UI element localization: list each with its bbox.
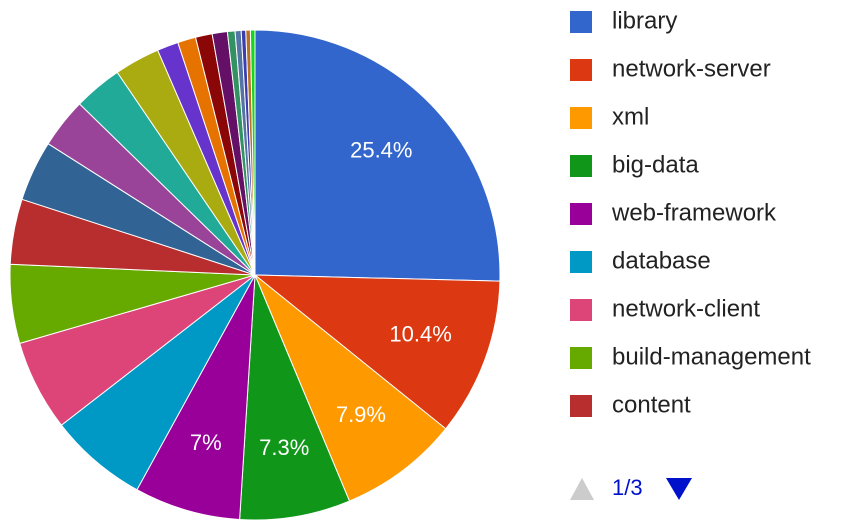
slice-label: 10.4% — [389, 322, 451, 347]
pager-up-arrow[interactable] — [570, 478, 594, 500]
legend-swatch — [570, 59, 592, 81]
legend-label: content — [612, 391, 691, 418]
legend-swatch — [570, 203, 592, 225]
pager-text: 1/3 — [612, 475, 643, 500]
slice — [136, 274, 256, 520]
slice-label: 7% — [190, 430, 222, 455]
legend-label: build-management — [612, 343, 811, 370]
legend-label: xml — [612, 103, 649, 130]
slice-label: 7.3% — [259, 435, 309, 460]
legend: library network-server xml big-data web-fram… — [570, 7, 811, 418]
legend-label: network-client — [612, 295, 760, 322]
legend-swatch — [570, 251, 592, 273]
legend-swatch — [570, 347, 592, 369]
legend-label: network-server — [612, 55, 771, 82]
legend-label: web-framework — [611, 199, 777, 226]
slice — [249, 29, 256, 276]
legend-swatch — [570, 299, 592, 321]
legend-swatch — [570, 155, 592, 177]
legend-label: library — [612, 7, 677, 34]
slice — [254, 274, 447, 502]
legend-label: database — [612, 247, 711, 274]
pie: 25.4% 10.4% 7.9% 7.3% 7% — [9, 29, 501, 520]
legend-label: big-data — [612, 151, 699, 178]
legend-swatch — [570, 11, 592, 33]
slice — [254, 29, 501, 282]
legend-swatch — [570, 107, 592, 129]
slice — [253, 274, 501, 430]
slice-label: 7.9% — [336, 402, 386, 427]
legend-swatch — [570, 395, 592, 417]
pager-down-arrow[interactable] — [666, 478, 692, 500]
slice-label: 25.4% — [350, 138, 412, 163]
